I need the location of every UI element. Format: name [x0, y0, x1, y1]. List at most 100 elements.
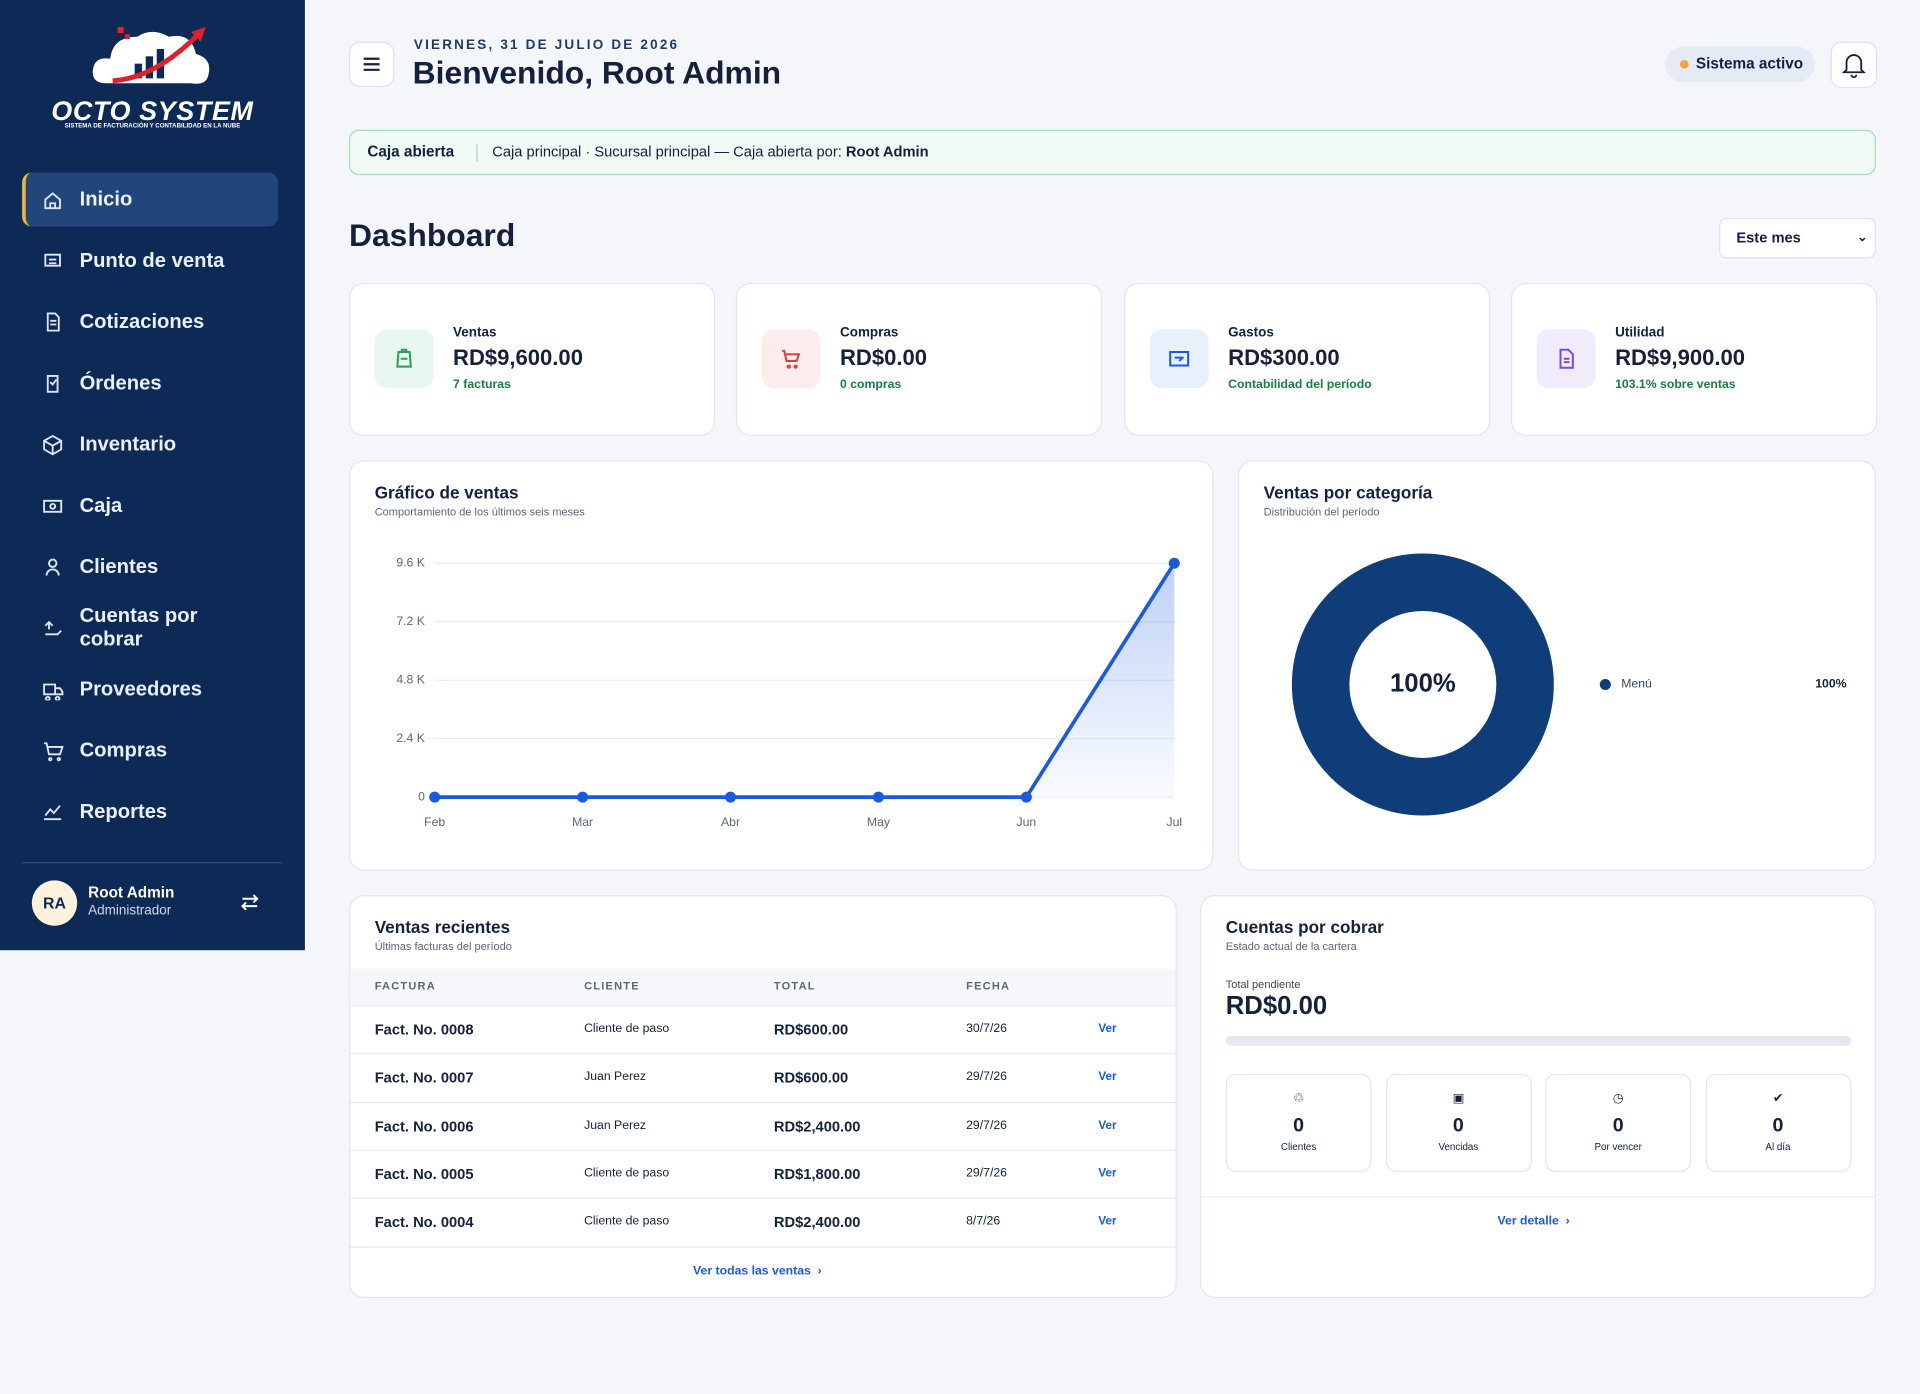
sidebar: OCTO SYSTEM SISTEMA DE FACTURACIÓN Y CON… — [0, 0, 305, 951]
menu-button[interactable] — [348, 41, 395, 87]
cell: RD$600.00 — [773, 1021, 849, 1039]
stat-count: 0 — [1612, 1115, 1624, 1137]
legend-label: Menú — [1621, 677, 1652, 691]
banner-label: Caja abierta — [367, 143, 455, 161]
cell: 29/7/26 — [966, 1166, 1007, 1181]
nav-item[interactable]: Compras — [22, 724, 278, 778]
column-header: FECHA — [966, 979, 1011, 992]
divider — [476, 144, 478, 162]
switch-user[interactable] — [239, 891, 261, 913]
kpi-note: 103.1% sobre ventas — [1615, 378, 1736, 392]
stat-icon: ✔ — [1772, 1092, 1784, 1106]
notifications[interactable] — [1830, 41, 1878, 89]
icon-path — [46, 375, 59, 393]
cell: RD$2,400.00 — [773, 1213, 861, 1231]
nav-item[interactable]: Cuentas por cobrar — [22, 601, 278, 655]
chart-title: Ventas por categoría — [1263, 482, 1433, 503]
nav-icon — [44, 253, 61, 267]
nav-label: Proveedores — [79, 677, 203, 700]
cell: Fact. No. 0008 — [374, 1021, 474, 1039]
kpi-icon — [1536, 329, 1596, 389]
status-dot — [1680, 60, 1689, 69]
column-header: TOTAL — [773, 979, 816, 992]
icon — [1169, 351, 1190, 367]
view-link[interactable]: Ver — [1098, 1118, 1117, 1133]
kpi-note: Contabilidad del período — [1228, 378, 1372, 392]
nav-item[interactable]: Órdenes — [22, 356, 278, 410]
link-text: Ver detalle — [1497, 1214, 1559, 1229]
nav-item[interactable]: Inventario — [22, 418, 278, 472]
card-title: Ventas recientes — [374, 917, 511, 937]
kpi-value: RD$9,900.00 — [1615, 345, 1745, 370]
nav-icon — [44, 805, 62, 821]
legend-dot — [1599, 678, 1611, 691]
kpi-label: Ventas — [453, 325, 497, 341]
nav-item[interactable]: Inicio — [22, 172, 278, 227]
user-role: Administrador — [88, 903, 172, 919]
nav-label: Reportes — [79, 800, 168, 823]
table-header — [350, 968, 1176, 1006]
chevron: ⌄ — [1857, 231, 1868, 245]
divider — [1201, 1196, 1875, 1198]
icon-path — [44, 253, 61, 267]
card-title: Cuentas por cobrar — [1225, 917, 1384, 937]
category-chart-card: Ventas por categoría Distribución del pe… — [1237, 460, 1876, 871]
x-tick-label: Jul — [1166, 815, 1182, 829]
nav-label: Punto de venta — [79, 249, 225, 272]
point — [872, 791, 884, 803]
nav-item[interactable]: Cotizaciones — [22, 295, 278, 349]
nav-item[interactable]: Caja — [22, 479, 278, 533]
line — [434, 562, 1176, 799]
greeting: Bienvenido, Root Admin — [412, 53, 782, 91]
stat-box: ▣ 0 Vencidas — [1385, 1073, 1532, 1172]
nav-icon — [45, 558, 60, 576]
table-row-end — [350, 1245, 1176, 1248]
view-link[interactable]: Ver — [1098, 1070, 1117, 1085]
stat-icon: ◷ — [1612, 1092, 1624, 1106]
icon-path — [44, 805, 62, 821]
nav-item[interactable]: Proveedores — [22, 662, 278, 716]
status-text: Sistema activo — [1695, 55, 1804, 73]
stat-label: Clientes — [1280, 1141, 1317, 1153]
cell: 29/7/26 — [966, 1118, 1007, 1133]
status-pill: Sistema activo — [1665, 46, 1815, 83]
sales-chart-card: Gráfico de ventas Comportamiento de los … — [348, 460, 1214, 871]
cell: RD$2,400.00 — [773, 1117, 861, 1135]
link-text: Ver todas las ventas — [693, 1264, 811, 1279]
nav-item[interactable]: Clientes — [22, 540, 278, 594]
brand: OCTO SYSTEM — [51, 95, 254, 127]
view-link[interactable]: Ver — [1098, 1166, 1117, 1181]
detail-link[interactable]: Ver detalle › — [1497, 1214, 1570, 1229]
cell: Juan Perez — [584, 1118, 647, 1133]
table-row: Fact. No. 0004 Cliente de paso RD$2,400.00… — [350, 1197, 1176, 1246]
banner-text: Caja principal · Sucursal principal — Ca… — [492, 131, 928, 174]
nav-label: Inventario — [79, 432, 177, 455]
point — [1020, 791, 1032, 803]
view-link[interactable]: Ver — [1098, 1022, 1117, 1036]
period-text: Este mes — [1736, 228, 1801, 247]
icon-path — [43, 434, 63, 456]
y-tick-label: 7.2 K — [396, 614, 425, 628]
cell: 29/7/26 — [966, 1070, 1007, 1085]
stat-box: ✔ 0 Al día — [1705, 1073, 1851, 1172]
period-select[interactable]: Este mes ⌄ — [1719, 217, 1876, 259]
cell: Cliente de paso — [584, 1214, 670, 1229]
kpi-card: Ventas RD$9,600.00 7 facturas — [348, 282, 716, 436]
icon — [782, 349, 801, 369]
kpi-label: Utilidad — [1615, 325, 1665, 341]
x-tick-label: Jun — [1017, 815, 1037, 829]
icon-path — [1169, 351, 1190, 367]
icon-path — [1559, 348, 1574, 369]
point — [725, 791, 737, 803]
icon-path — [45, 558, 60, 576]
view-link[interactable]: Ver — [1098, 1214, 1117, 1229]
all-sales-link[interactable]: Ver todas las ventas › — [693, 1264, 822, 1279]
icon-path — [44, 742, 64, 762]
cell: RD$1,800.00 — [773, 1165, 861, 1183]
nav-item[interactable]: Reportes — [22, 785, 278, 839]
kpi-icon — [761, 329, 821, 389]
x-tick-label: Mar — [572, 815, 593, 829]
total-value: RD$0.00 — [1225, 991, 1328, 1021]
nav-item[interactable]: Punto de venta — [22, 234, 278, 288]
